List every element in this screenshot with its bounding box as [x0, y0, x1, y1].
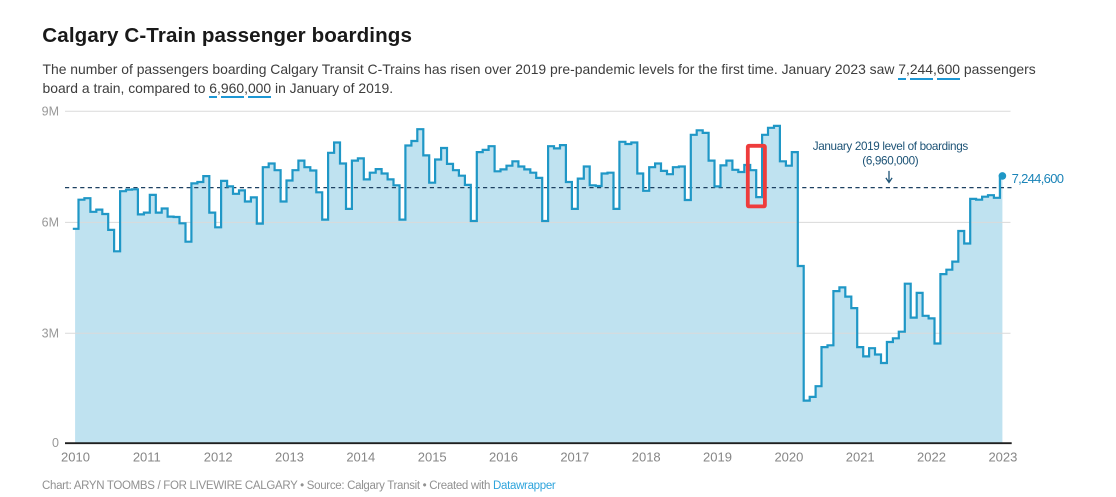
svg-text:0: 0	[52, 436, 59, 450]
svg-text:7,244,600: 7,244,600	[1012, 171, 1064, 186]
svg-text:2018: 2018	[632, 449, 661, 464]
svg-text:2015: 2015	[418, 449, 447, 464]
svg-text:6M: 6M	[42, 216, 59, 230]
svg-text:2023: 2023	[988, 449, 1017, 464]
svg-text:(6,960,000): (6,960,000)	[862, 154, 918, 167]
svg-text:2014: 2014	[346, 449, 375, 464]
svg-text:2012: 2012	[204, 449, 233, 464]
svg-text:2013: 2013	[275, 449, 304, 464]
svg-text:2016: 2016	[489, 449, 518, 464]
svg-text:2020: 2020	[774, 449, 803, 464]
svg-text:2011: 2011	[133, 449, 161, 464]
svg-text:2022: 2022	[917, 449, 946, 464]
svg-text:2019: 2019	[703, 449, 732, 464]
svg-text:2017: 2017	[560, 449, 589, 464]
svg-text:9M: 9M	[42, 104, 59, 118]
svg-text:2010: 2010	[61, 449, 90, 464]
svg-text:2021: 2021	[846, 449, 875, 464]
svg-text:3M: 3M	[42, 326, 59, 340]
svg-text:January 2019 level of boarding: January 2019 level of boardings	[813, 140, 969, 153]
